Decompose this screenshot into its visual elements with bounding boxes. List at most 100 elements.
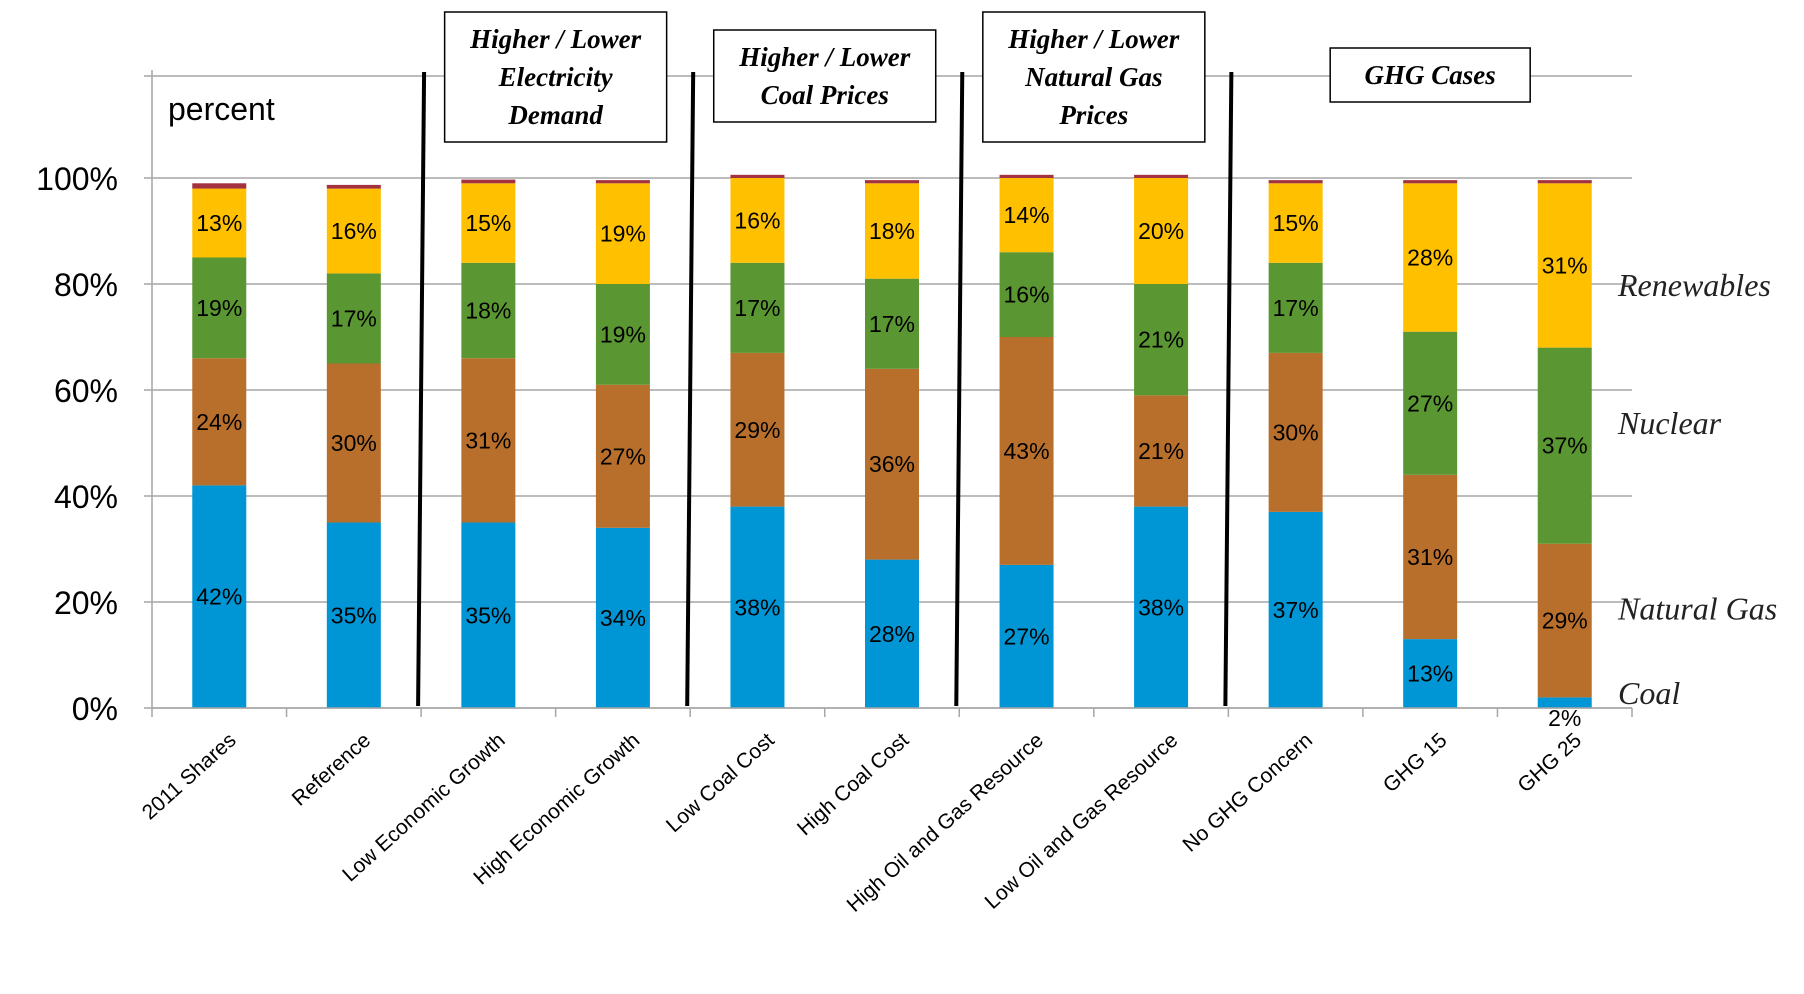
data-label: 17% <box>1273 295 1319 321</box>
bar-segment <box>1134 174 1189 178</box>
bar-segment <box>1268 511 1323 708</box>
bar-segment <box>326 273 381 364</box>
bar-segment <box>1134 284 1189 396</box>
bar-segment <box>326 188 381 274</box>
group-label: GHG Cases <box>1365 60 1496 90</box>
data-label: 27% <box>1004 623 1050 649</box>
bar-segment <box>461 262 516 359</box>
data-label: 43% <box>1004 438 1050 464</box>
segment-labels: 42% 24% 19% 13% 35% 30% 17% 16% 35% 31% 18% 15% 34% 2… <box>196 202 1588 731</box>
bar-segment <box>865 368 919 560</box>
group-label: Demand <box>507 100 603 130</box>
group-label-box <box>982 11 1206 143</box>
y-tick-label: 80% <box>54 267 118 303</box>
series-labels: Coal Natural Gas Nuclear Renewables <box>1617 267 1777 711</box>
bar-segment <box>1134 395 1189 507</box>
data-label: 30% <box>331 430 377 456</box>
category-label: 2011 Shares <box>138 729 241 825</box>
bar-segment <box>461 522 516 708</box>
y-tick-label: 0% <box>72 691 118 727</box>
group-label: Higher / Lower <box>469 24 641 54</box>
bar-segment <box>865 278 919 369</box>
y-tick-label: 100% <box>36 161 118 197</box>
data-label: 13% <box>1407 661 1453 687</box>
category-label: No GHG Concern <box>1178 729 1317 857</box>
data-label: 38% <box>1138 594 1184 620</box>
bar-segment <box>192 358 247 486</box>
bar-segment <box>192 183 247 189</box>
bar-segment <box>1403 180 1458 184</box>
data-label: 42% <box>196 584 242 610</box>
group-label-box <box>712 29 937 123</box>
group-label: Electricity <box>498 62 614 92</box>
bar-segment <box>1403 474 1458 640</box>
data-label: 19% <box>600 221 646 247</box>
bar-segment <box>1537 697 1592 708</box>
bar-segment <box>192 257 247 359</box>
data-label: 38% <box>734 594 780 620</box>
group-label: Prices <box>1058 100 1128 130</box>
bar-segment <box>1537 180 1592 184</box>
group-label-box <box>443 11 668 143</box>
bar-segment <box>595 180 650 184</box>
data-label: 16% <box>331 218 377 244</box>
data-label: 14% <box>1004 202 1050 228</box>
bar-segment <box>1134 178 1189 284</box>
data-label: 31% <box>465 427 511 453</box>
data-label: 29% <box>734 417 780 443</box>
group-label: Higher / Lower <box>1007 24 1179 54</box>
data-label: 28% <box>1407 245 1453 271</box>
data-label: 36% <box>869 451 915 477</box>
bar-segment <box>999 337 1054 565</box>
series-label: Coal <box>1618 675 1680 711</box>
group-label: Higher / Lower <box>738 42 910 72</box>
bar-segment <box>461 358 516 523</box>
bar-segment <box>999 252 1054 337</box>
group-label: Coal Prices <box>761 80 889 110</box>
category-label: GHG 25 <box>1513 729 1586 798</box>
group-divider <box>954 71 965 707</box>
category-label: Low Coal Cost <box>662 729 779 838</box>
data-label: 31% <box>1407 544 1453 570</box>
bar-segment <box>461 183 516 263</box>
data-label: 18% <box>869 218 915 244</box>
bar-segment <box>999 564 1054 708</box>
data-label: 37% <box>1542 433 1588 459</box>
bar-segment <box>865 183 919 279</box>
y-tick-label: 60% <box>54 373 118 409</box>
data-label: 30% <box>1273 419 1319 445</box>
data-label: 37% <box>1273 597 1319 623</box>
bar-segment <box>730 506 785 708</box>
bar-segment <box>730 174 785 178</box>
bar-segment <box>1537 347 1592 544</box>
bar-segment <box>1537 183 1592 348</box>
bar-segment <box>192 485 247 708</box>
group-label-box <box>1329 47 1531 103</box>
series-label: Nuclear <box>1617 405 1722 441</box>
data-label: 27% <box>600 443 646 469</box>
data-label: 2% <box>1548 705 1581 731</box>
bar-segment <box>595 183 650 284</box>
category-label: GHG 15 <box>1379 729 1452 798</box>
bar-segment <box>730 262 785 353</box>
data-label: 16% <box>1004 282 1050 308</box>
data-label: 28% <box>869 621 915 647</box>
axes: 0% 20% 40% 60% 80% 100% 2011 Shares Reference Lo… <box>36 70 1633 917</box>
data-label: 15% <box>1273 210 1319 236</box>
bar-segment <box>326 522 381 708</box>
data-label: 31% <box>1542 252 1588 278</box>
bar-segment <box>595 284 650 385</box>
bar-segment <box>1268 180 1323 184</box>
bar-segment <box>1134 506 1189 708</box>
bar-segment <box>1403 183 1458 332</box>
bar-segment <box>999 178 1054 253</box>
data-label: 34% <box>600 605 646 631</box>
data-label: 21% <box>1138 438 1184 464</box>
data-label: 35% <box>331 602 377 628</box>
bar-segment <box>730 352 785 507</box>
group-divider <box>1223 71 1234 707</box>
bar-segment <box>192 188 247 258</box>
category-label: Reference <box>288 729 375 811</box>
data-label: 21% <box>1138 327 1184 353</box>
